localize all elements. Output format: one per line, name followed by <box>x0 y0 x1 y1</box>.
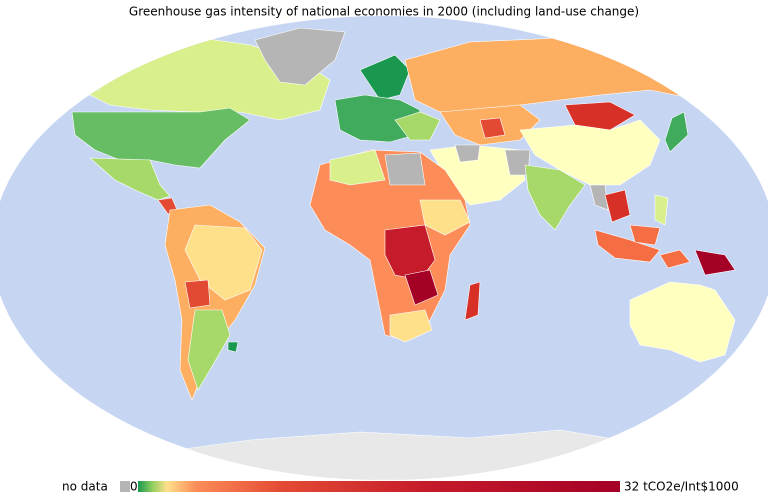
philippines <box>654 194 669 226</box>
myanmar <box>589 184 609 211</box>
legend-max: 32 tCO2e/Int$1000 <box>624 480 739 494</box>
legend-scale <box>138 481 620 492</box>
alaska <box>39 51 101 93</box>
world <box>0 16 768 480</box>
scandinavia <box>359 54 411 101</box>
mexico <box>89 157 171 201</box>
uzbekistan <box>479 117 506 139</box>
argentina <box>187 309 231 391</box>
greenland <box>254 27 346 86</box>
eastern-europe <box>394 111 441 141</box>
indochina <box>604 189 631 223</box>
libya-egypt <box>384 152 426 186</box>
map-title: Greenhouse gas intensity of national eco… <box>129 5 639 19</box>
mongolia <box>564 101 636 131</box>
horn-of-africa <box>419 199 471 236</box>
legend-no-data: no data <box>62 480 108 494</box>
antarctica <box>0 429 768 480</box>
uruguay <box>227 341 239 353</box>
australia <box>629 281 736 363</box>
sumatra-java <box>594 229 661 263</box>
legend-min: 0 <box>130 480 138 494</box>
india <box>524 164 586 231</box>
sulawesi <box>659 249 691 269</box>
borneo <box>629 224 661 246</box>
papua <box>694 249 736 276</box>
zambia <box>404 269 439 306</box>
north-africa <box>329 149 386 186</box>
usa <box>71 107 251 169</box>
legend-no-data-swatch <box>120 481 130 492</box>
south-africa <box>389 309 433 343</box>
iraq <box>454 144 481 163</box>
legend: no data 0 32 tCO2e/Int$1000 <box>62 480 739 494</box>
china <box>519 119 661 186</box>
new-zealand <box>741 344 761 376</box>
madagascar <box>464 281 481 321</box>
bolivia <box>184 279 211 309</box>
japan <box>664 111 689 153</box>
